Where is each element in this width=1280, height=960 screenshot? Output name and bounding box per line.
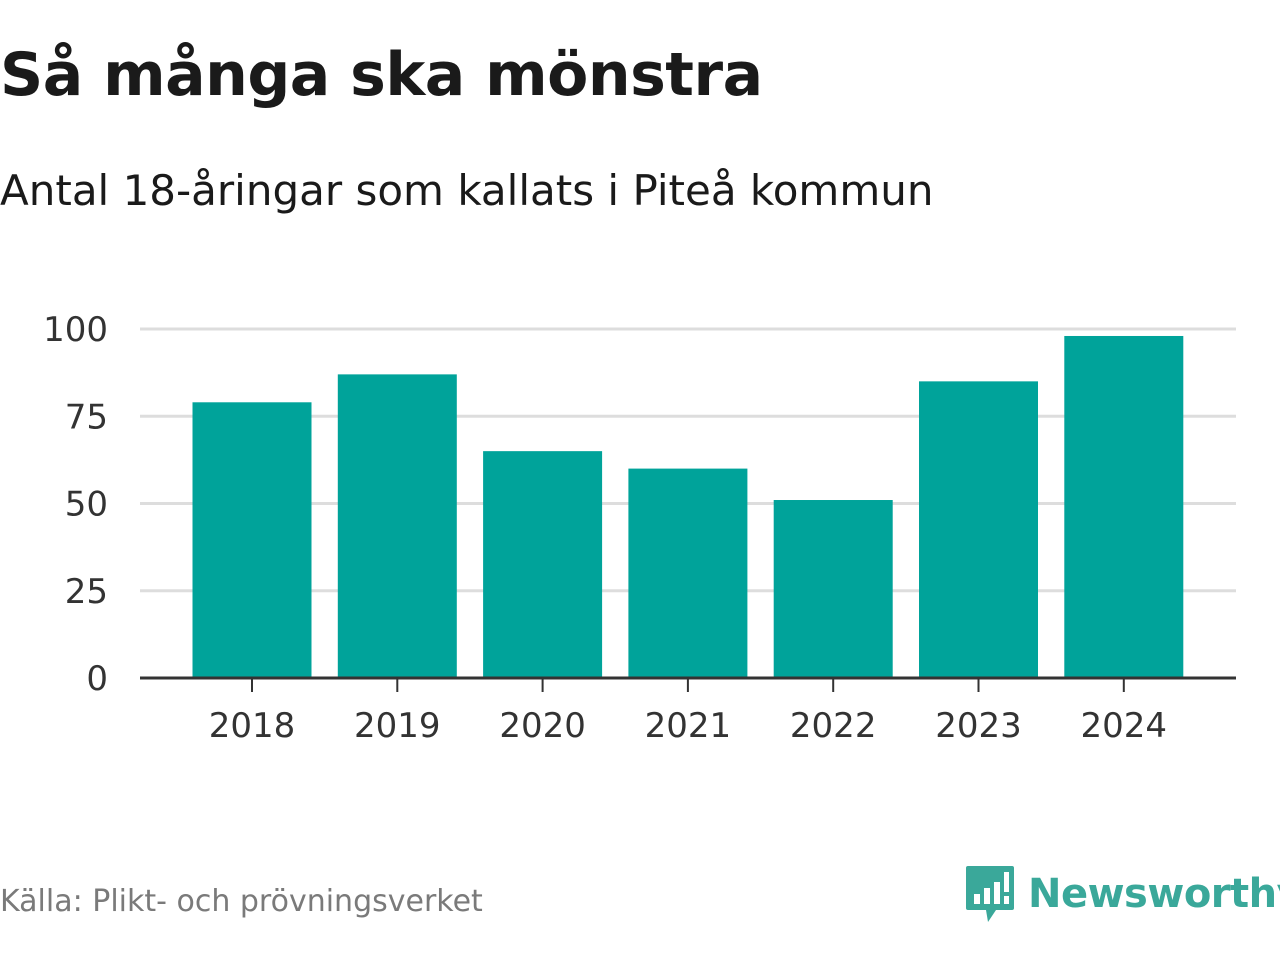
x-tick-label: 2018 bbox=[209, 706, 296, 746]
x-tick-labels: 2018 2019 2020 2021 2022 2023 2024 bbox=[209, 706, 1167, 746]
y-tick-label: 25 bbox=[65, 572, 108, 612]
source-note: Källa: Plikt- och prövningsverket bbox=[0, 884, 483, 919]
bar-2020 bbox=[483, 451, 603, 678]
newsworthy-logo-icon bbox=[966, 866, 1014, 922]
y-tick-labels: 0 25 50 75 100 bbox=[43, 310, 108, 699]
brand-name: Newsworthy bbox=[1028, 871, 1280, 917]
x-tick-label: 2020 bbox=[499, 706, 586, 746]
bar-2023 bbox=[919, 381, 1038, 678]
x-tick-label: 2024 bbox=[1081, 706, 1168, 746]
bar-2022 bbox=[773, 500, 893, 678]
bar-chart: 0 25 50 75 100 2018 2019 2020 2021 2022 2023 2024 bbox=[43, 310, 1236, 746]
bar-2024 bbox=[1064, 335, 1184, 678]
x-tick-label: 2022 bbox=[790, 706, 877, 746]
y-tick-label: 100 bbox=[43, 310, 108, 350]
bar-2018 bbox=[192, 402, 312, 678]
bar-2021 bbox=[628, 468, 748, 678]
brand-logo: Newsworthy bbox=[964, 864, 1280, 924]
x-axis bbox=[140, 676, 1236, 692]
y-tick-label: 0 bbox=[86, 659, 108, 699]
x-tick-label: 2021 bbox=[645, 706, 732, 746]
chart-title: Så många ska mönstra bbox=[0, 40, 763, 110]
bars bbox=[192, 335, 1184, 678]
y-tick-label: 75 bbox=[65, 397, 108, 437]
x-tick-label: 2019 bbox=[354, 706, 441, 746]
y-tick-label: 50 bbox=[65, 485, 108, 525]
bar-2019 bbox=[337, 374, 457, 678]
x-tick-label: 2023 bbox=[935, 706, 1022, 746]
chart-subtitle: Antal 18-åringar som kallats i Piteå kom… bbox=[0, 166, 934, 215]
